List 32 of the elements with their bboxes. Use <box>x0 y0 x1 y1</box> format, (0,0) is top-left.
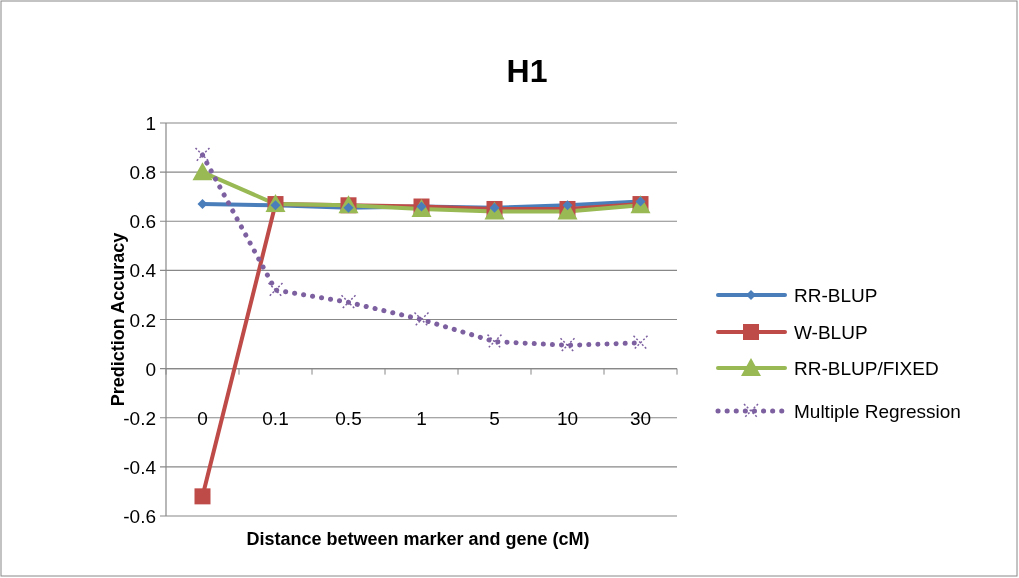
y-tick-label: 0.8 <box>129 162 156 184</box>
x-tick-label: 10 <box>556 407 579 429</box>
y-tick-label: -0.2 <box>123 407 156 429</box>
legend-label: RR-BLUP <box>794 285 878 306</box>
point <box>413 311 430 328</box>
y-tick-label: -0.6 <box>123 506 156 527</box>
x-axis-title: Distance between marker and gene (cM) <box>246 529 590 549</box>
point <box>194 488 211 505</box>
point <box>632 335 649 351</box>
y-tick-label: 0.6 <box>129 211 156 233</box>
x-tick-label: 5 <box>489 407 500 429</box>
x-tick-label: 0.5 <box>335 407 362 429</box>
point <box>194 147 211 163</box>
y-tick-label: -0.4 <box>123 456 157 478</box>
point <box>192 162 213 181</box>
legend-label: W-BLUP <box>794 322 868 343</box>
x-tick-label: 0 <box>197 407 208 429</box>
legend-label: RR-BLUP/FIXED <box>794 358 939 379</box>
legend-label: Multiple Regression <box>794 401 961 422</box>
y-tick-label: 0.2 <box>129 309 156 331</box>
y-axis-title: Prediction Accuracy <box>108 232 128 407</box>
y-tick-label: 1 <box>145 113 156 134</box>
point <box>267 282 284 298</box>
y-tick-label: 0.4 <box>129 260 157 282</box>
point <box>486 333 503 350</box>
x-tick-label: 0.1 <box>262 407 289 429</box>
chart-title: H1 <box>506 53 548 89</box>
x-tick-label: 30 <box>629 407 652 429</box>
point <box>559 337 576 354</box>
point <box>340 294 357 311</box>
y-tick-label: 0 <box>145 358 156 380</box>
x-tick-label: 1 <box>416 407 427 429</box>
